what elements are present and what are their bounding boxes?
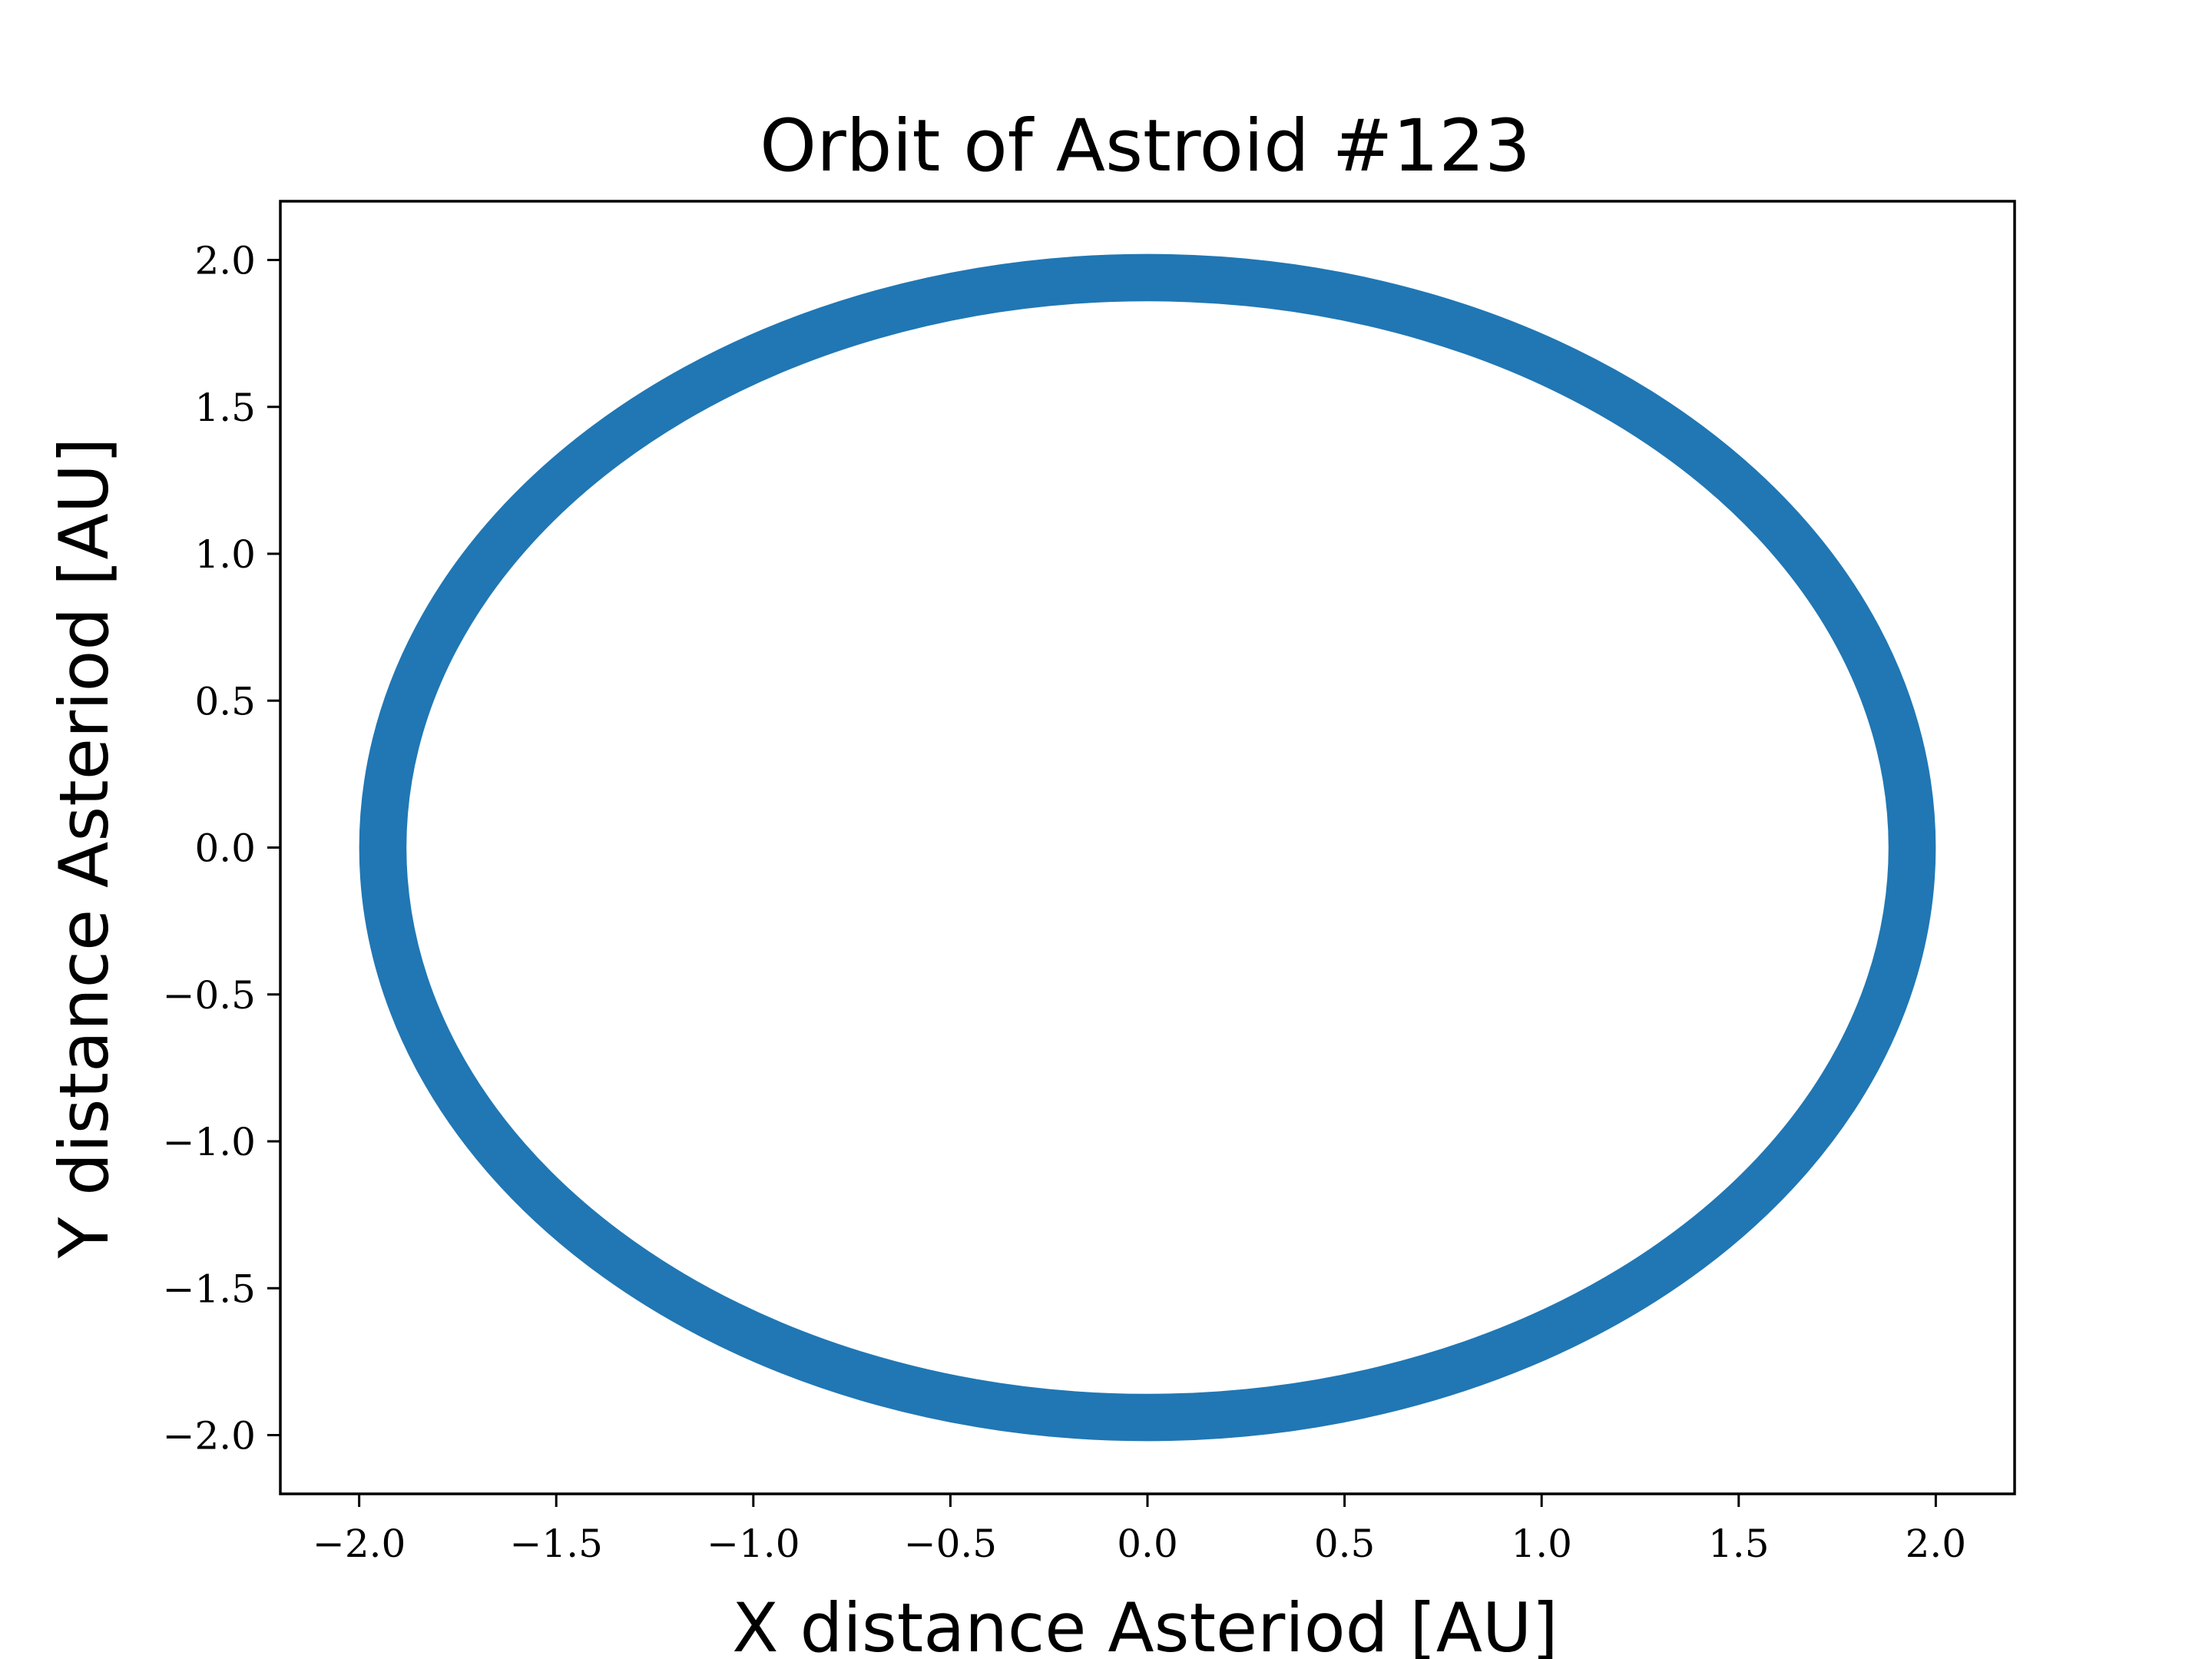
x-tick-label: 2.0 bbox=[1906, 1522, 1967, 1566]
x-axis: −2.0 −1.5 −1.0 −0.5 0.0 0.5 1.0 1.5 2.0 bbox=[313, 1494, 1966, 1566]
x-tick-label: 1.0 bbox=[1511, 1522, 1572, 1566]
y-tick-label: −1.0 bbox=[163, 1120, 256, 1164]
y-axis: −2.0 −1.5 −1.0 −0.5 0.0 0.5 1.0 1.5 2.0 bbox=[163, 239, 280, 1459]
plot-area bbox=[359, 253, 1936, 1442]
x-tick-label: 0.5 bbox=[1314, 1522, 1376, 1566]
orbit-series-0 bbox=[359, 253, 1936, 1442]
y-tick-label: 2.0 bbox=[194, 239, 256, 283]
y-tick-label: −2.0 bbox=[163, 1414, 256, 1459]
y-tick-label: −1.5 bbox=[163, 1267, 256, 1311]
x-tick-label: −1.5 bbox=[510, 1522, 603, 1566]
x-tick-label: 0.0 bbox=[1117, 1522, 1178, 1566]
y-tick-label: −0.5 bbox=[163, 973, 256, 1018]
chart-title: Orbit of Astroid #123 bbox=[760, 104, 1531, 188]
y-tick-label: 0.0 bbox=[194, 826, 256, 871]
x-axis-label: X distance Asteriod [AU] bbox=[732, 1588, 1558, 1659]
x-tick-label: −0.5 bbox=[904, 1522, 997, 1566]
y-axis-label: Y distance Asteriod [AU] bbox=[45, 438, 124, 1260]
y-tick-label: 1.5 bbox=[194, 386, 256, 430]
x-tick-label: −1.0 bbox=[707, 1522, 800, 1566]
y-tick-label: 0.5 bbox=[194, 679, 256, 724]
y-tick-label: 1.0 bbox=[194, 532, 256, 577]
x-tick-label: 1.5 bbox=[1708, 1522, 1770, 1566]
x-tick-label: −2.0 bbox=[313, 1522, 406, 1566]
axes-frame bbox=[279, 200, 2016, 1495]
